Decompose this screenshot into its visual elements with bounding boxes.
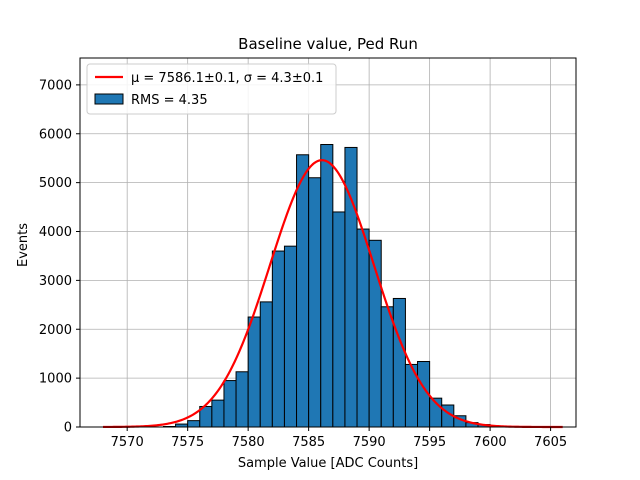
histogram-bar (283, 245, 298, 428)
legend-box (86, 63, 337, 115)
y-tick-label: 6000 (39, 127, 72, 142)
histogram-bar (235, 371, 249, 428)
x-tick-label: 7600 (474, 435, 507, 450)
legend-fit-label: μ = 7586.1±0.1, σ = 4.3±0.1 (131, 71, 323, 86)
histogram-bar (271, 250, 285, 428)
histogram-bar (308, 177, 322, 428)
y-axis-ticks: 0 1000 2000 3000 4000 5000 6000 7000 (39, 78, 80, 436)
legend-rms-label: RMS = 4.35 (131, 93, 208, 108)
histogram-bar (187, 420, 201, 428)
histogram-bar (223, 380, 237, 428)
histogram-bar (332, 211, 346, 428)
histogram-bar (392, 297, 406, 428)
histogram-bar (380, 306, 394, 428)
y-tick-label: 1000 (39, 372, 72, 387)
y-axis-label: Events (16, 223, 31, 267)
x-axis-ticks: 7570 7575 7580 7585 7590 7595 7600 7605 (111, 427, 567, 450)
legend: μ = 7586.1±0.1, σ = 4.3±0.1 RMS = 4.35 (86, 63, 337, 115)
legend-rms-swatch (94, 93, 124, 105)
y-tick-label: 7000 (39, 78, 72, 93)
y-tick-label: 5000 (39, 176, 72, 191)
x-tick-label: 7575 (171, 435, 204, 450)
y-tick-label: 4000 (39, 225, 72, 240)
x-tick-label: 7590 (353, 435, 386, 450)
histogram-bar (247, 316, 261, 428)
histogram-bar (356, 228, 370, 428)
y-tick-label: 0 (64, 421, 72, 436)
plot-frame (79, 57, 577, 428)
histogram-bar (211, 399, 225, 428)
histogram-bar (296, 154, 310, 428)
y-tick-label: 3000 (39, 274, 72, 289)
x-tick-label: 7595 (413, 435, 446, 450)
histogram-bar (320, 144, 334, 428)
x-tick-label: 7605 (534, 435, 567, 450)
x-tick-label: 7585 (292, 435, 325, 450)
x-tick-label: 7570 (111, 435, 144, 450)
y-tick-label: 2000 (39, 323, 72, 338)
histogram-bar (259, 301, 273, 428)
x-tick-label: 7580 (232, 435, 265, 450)
x-axis-label: Sample Value [ADC Counts] (238, 456, 418, 471)
chart-title: Baseline value, Ped Run (238, 35, 418, 53)
gaussian-fit-line (102, 159, 563, 429)
